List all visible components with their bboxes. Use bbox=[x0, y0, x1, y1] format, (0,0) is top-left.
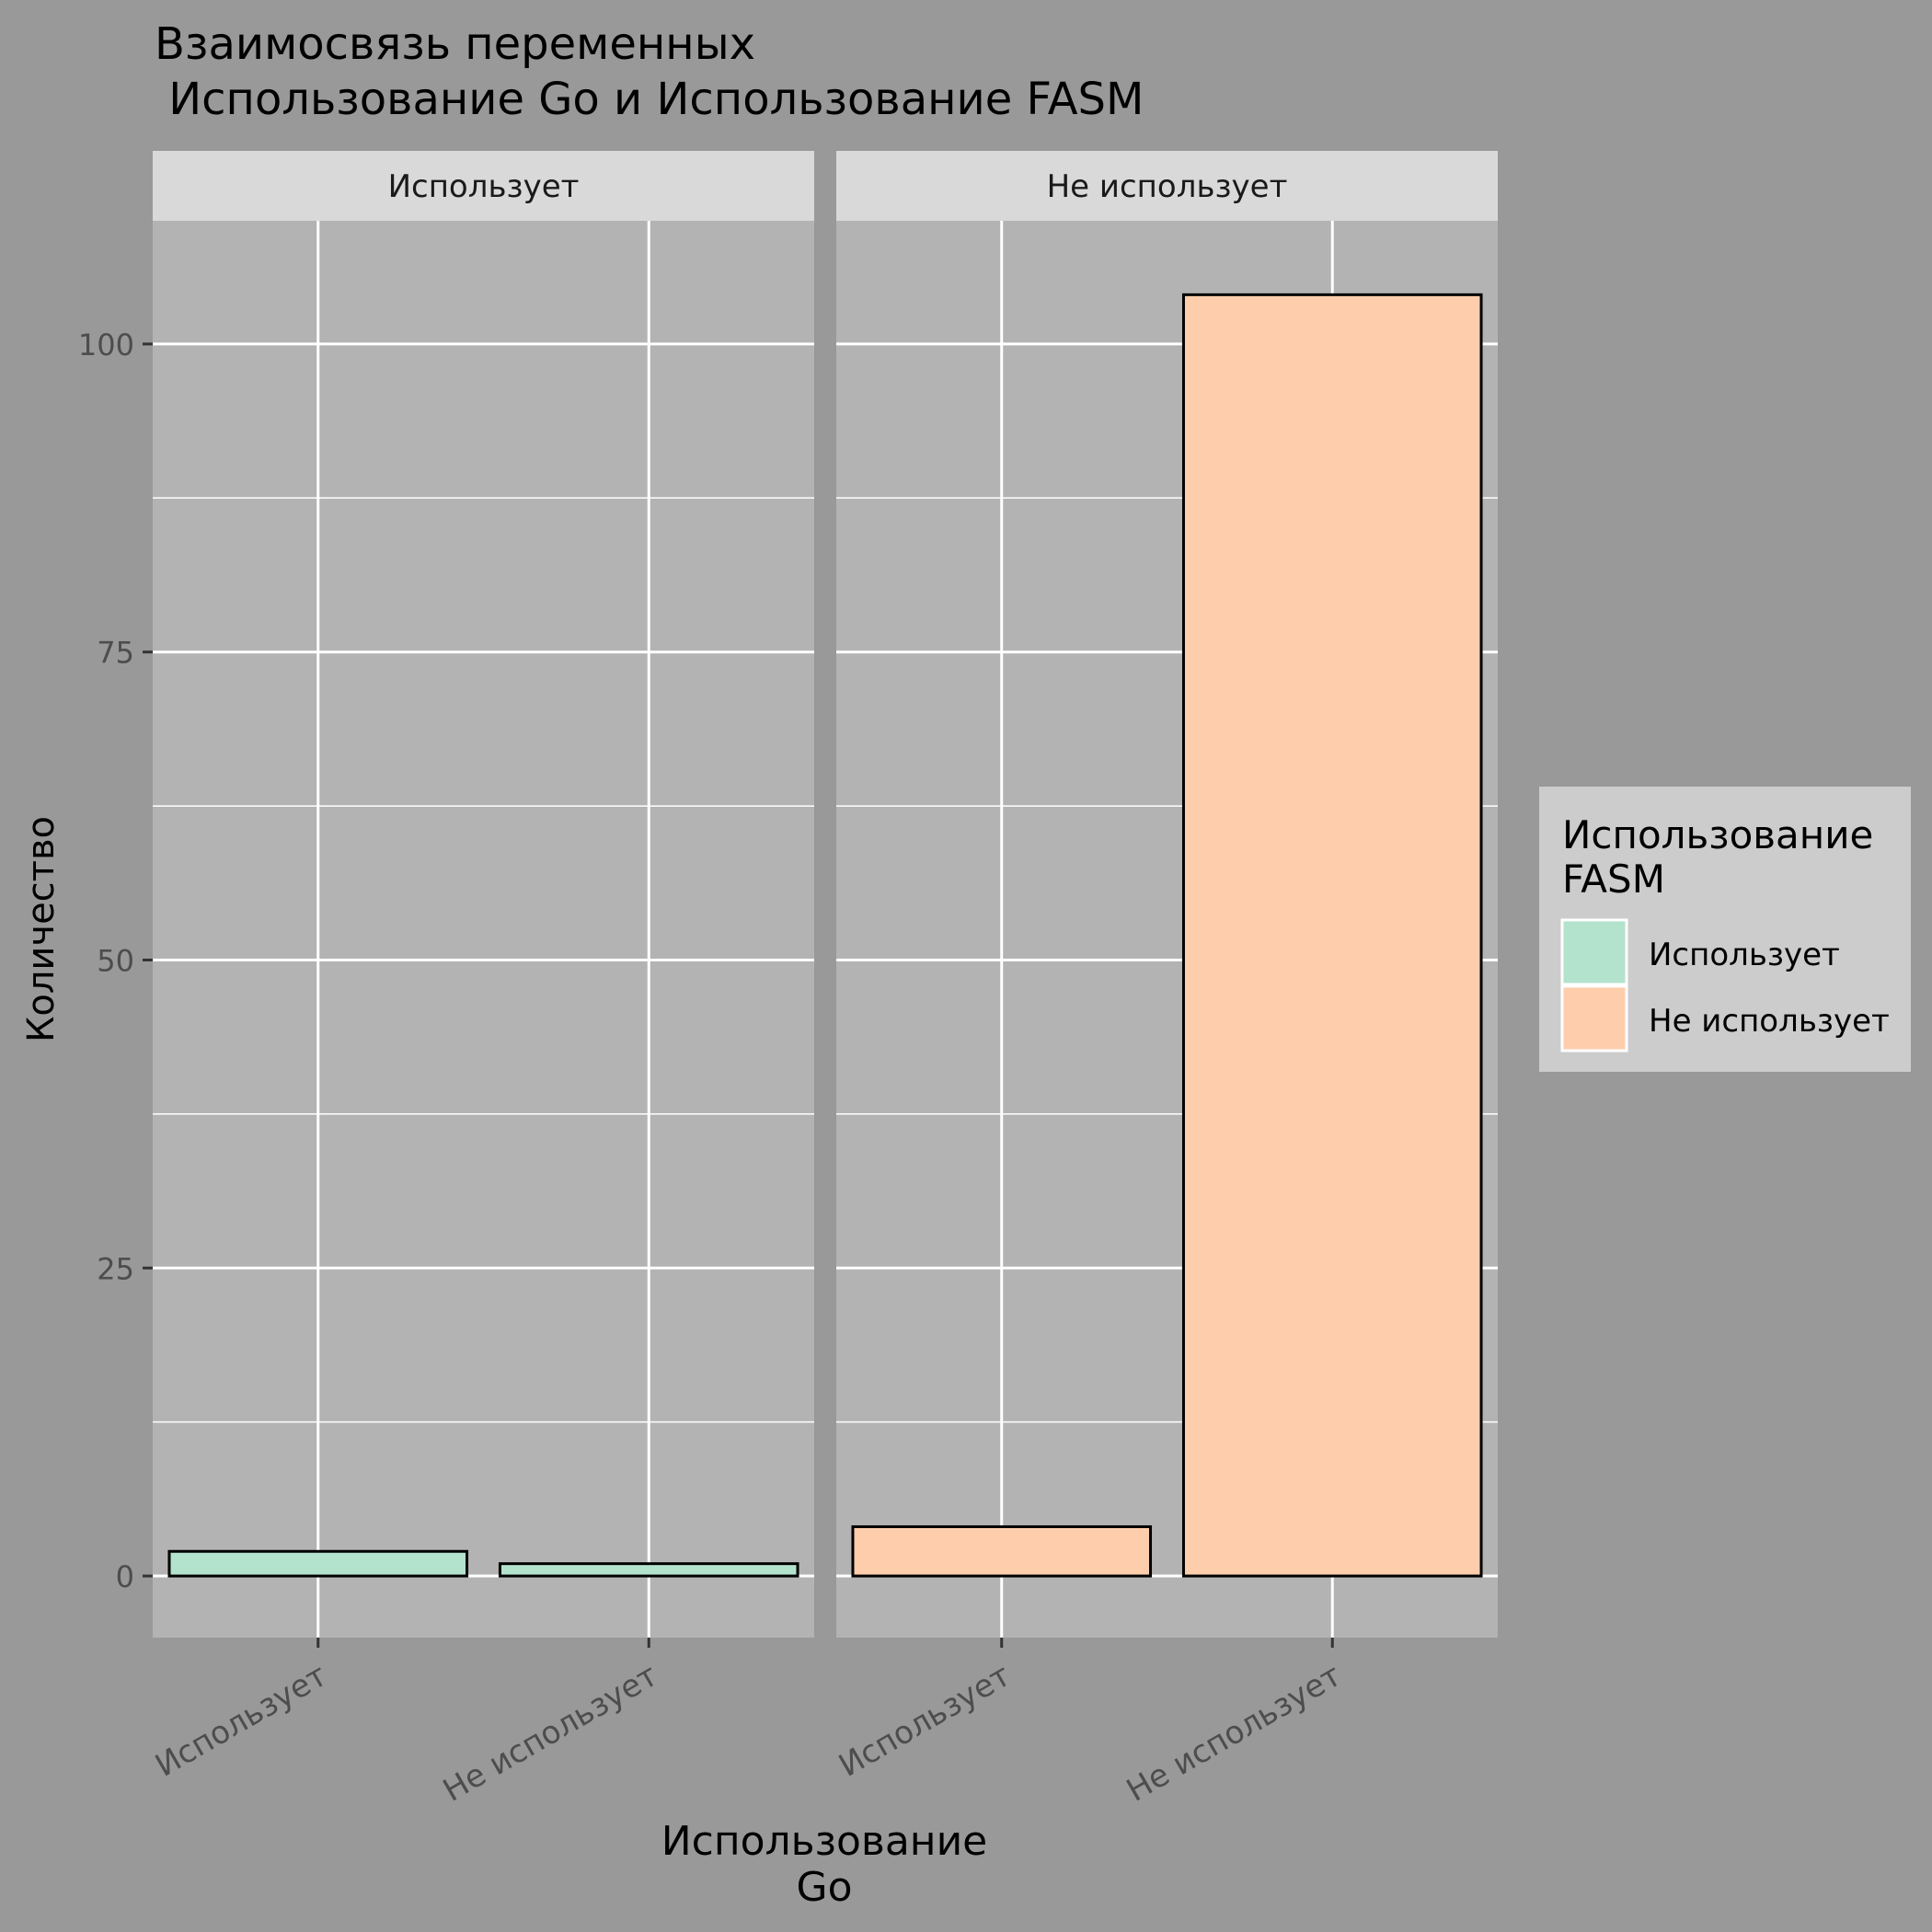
facet-strip-label: Использует bbox=[388, 168, 580, 205]
x-axis-label-line2: Go bbox=[796, 1864, 852, 1911]
legend-swatch-not-uses bbox=[1560, 984, 1628, 1052]
facet-strip-label: Не использует bbox=[1047, 168, 1288, 205]
y-tick-label: 50 bbox=[97, 943, 134, 978]
facet-panel-bg bbox=[153, 221, 814, 1638]
y-tick-label: 0 bbox=[116, 1559, 134, 1594]
legend-label-uses: Использует bbox=[1649, 937, 1840, 973]
bar bbox=[498, 1562, 799, 1578]
legend-title-line2: FASM bbox=[1562, 857, 1665, 902]
legend: Использование FASM Использует Не использ… bbox=[1539, 787, 1911, 1072]
x-axis-label-line1: Использование bbox=[661, 1818, 988, 1865]
chart-title-line1: Взаимосвязь переменных bbox=[155, 18, 755, 70]
bar bbox=[1181, 293, 1483, 1578]
legend-title-line1: Использование bbox=[1562, 812, 1873, 857]
legend-swatch-uses bbox=[1560, 918, 1628, 986]
bar bbox=[851, 1524, 1153, 1578]
facet-strip bbox=[836, 151, 1498, 221]
chart-title-line2: Использование Go и Использование FASM bbox=[155, 74, 1144, 125]
bars bbox=[167, 293, 1483, 1578]
legend-label-not-uses: Не использует bbox=[1649, 1003, 1890, 1040]
y-tick-label: 25 bbox=[97, 1251, 134, 1286]
bar bbox=[167, 1549, 469, 1578]
y-tick-label: 100 bbox=[78, 328, 134, 362]
y-axis-label: Количество bbox=[20, 816, 63, 1042]
facet-strip bbox=[153, 151, 814, 221]
y-tick-label: 75 bbox=[97, 636, 134, 671]
